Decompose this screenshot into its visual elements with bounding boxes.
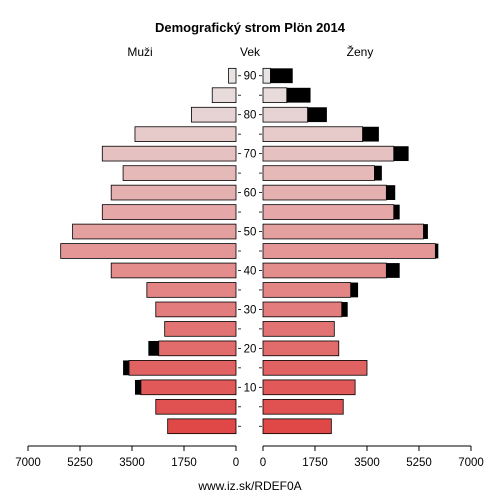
bar-women-45-49	[262, 243, 436, 259]
bar-men-20-24	[158, 340, 237, 357]
bar-men-40-44	[110, 262, 237, 279]
bar-women-excess-40-44	[386, 263, 400, 278]
bar-women-excess-80-84	[307, 107, 327, 123]
center-label-age: Vek	[240, 45, 261, 59]
bar-men-30-34	[155, 301, 237, 318]
age-tick-label: 80	[244, 110, 257, 122]
bar-women-35-39	[262, 282, 352, 298]
bar-men-excess-15-19	[123, 360, 130, 376]
bar-women-0-4	[262, 418, 332, 435]
bar-women-excess-70-74	[393, 146, 409, 162]
bar-women-excess-90+	[270, 68, 293, 84]
bar-women-30-34	[262, 301, 343, 318]
bar-women-80-84	[262, 106, 308, 123]
bar-women-85-89	[262, 87, 288, 104]
bar-women-excess-60-64	[386, 185, 396, 200]
bar-men-90+	[228, 67, 237, 84]
x-axis: 7000 5250 3500 1750 0 0 1750 3500 5250 7000	[15, 445, 484, 469]
x-tick-label-left: 3500	[119, 457, 145, 469]
x-tick-label-right: 1750	[302, 457, 328, 469]
x-tick-label-right: 3500	[354, 457, 380, 469]
right-panel-women	[262, 67, 439, 435]
x-tick-label-left: 7000	[15, 457, 41, 469]
bar-men-70-74	[101, 145, 237, 162]
bar-men-25-29	[164, 321, 237, 337]
bar-women-90+	[262, 67, 271, 84]
bar-men-65-69	[122, 165, 237, 181]
bar-men-excess-20-24	[148, 340, 159, 356]
bar-women-excess-45-49	[435, 243, 439, 259]
bar-men-35-39	[146, 282, 237, 298]
right-label-women: Ženy	[347, 44, 374, 59]
age-tick-label: 30	[244, 304, 257, 316]
left-label-men: Muži	[127, 45, 152, 59]
age-tick-label: 50	[244, 227, 257, 239]
bar-women-20-24	[262, 340, 340, 357]
bar-women-55-59	[262, 204, 395, 220]
bar-women-65-69	[262, 165, 375, 181]
x-tick-label-right: 5250	[406, 457, 432, 469]
bar-women-75-79	[262, 126, 363, 142]
bar-women-excess-55-59	[393, 204, 400, 220]
bar-women-excess-65-69	[374, 165, 382, 181]
footer-url: www.iz.sk/RDEF0A	[197, 479, 301, 493]
bar-men-55-59	[101, 204, 237, 220]
bar-men-50-54	[72, 223, 237, 240]
bar-men-15-19	[128, 360, 237, 376]
bar-women-40-44	[262, 262, 387, 279]
x-tick-label-left: 1750	[171, 457, 197, 469]
bar-men-5-9	[155, 398, 237, 415]
bar-men-excess-10-14	[134, 379, 141, 395]
bar-women-10-14	[262, 379, 356, 396]
bar-women-15-19	[262, 360, 368, 376]
bar-women-25-29	[262, 321, 335, 337]
x-tick-label-left: 5250	[67, 457, 93, 469]
age-tick-label: 40	[244, 265, 257, 277]
age-tick-label: 60	[244, 188, 257, 200]
bar-men-45-49	[60, 243, 237, 259]
age-tick-label: 70	[244, 149, 257, 161]
bar-women-excess-35-39	[350, 282, 359, 298]
bar-women-excess-50-54	[423, 224, 428, 239]
bar-men-0-4	[167, 418, 237, 435]
bar-women-excess-75-79	[362, 126, 379, 142]
x-tick-label-right: 0	[260, 457, 266, 469]
bar-women-60-64	[262, 184, 387, 201]
bar-men-60-64	[110, 184, 237, 201]
bar-women-70-74	[262, 145, 395, 162]
x-tick-label-left: 0	[233, 457, 239, 469]
age-tick-label: 20	[244, 343, 257, 355]
bar-men-75-79	[134, 126, 237, 142]
bar-men-10-14	[140, 379, 237, 396]
left-panel-men	[60, 67, 237, 435]
age-tick-label: 90	[244, 71, 257, 83]
bar-women-50-54	[262, 223, 424, 240]
chart-title: Demografický strom Plön 2014	[155, 20, 346, 35]
bar-women-excess-30-34	[341, 302, 348, 317]
bar-men-85-89	[211, 87, 237, 104]
bar-women-5-9	[262, 398, 344, 415]
age-axis: 10 20 30 40 50 60 70 80 90	[238, 71, 262, 427]
age-tick-label: 10	[244, 382, 257, 394]
bar-men-80-84	[191, 106, 237, 123]
bar-women-excess-85-89	[286, 87, 311, 103]
x-tick-label-right: 7000	[458, 457, 484, 469]
